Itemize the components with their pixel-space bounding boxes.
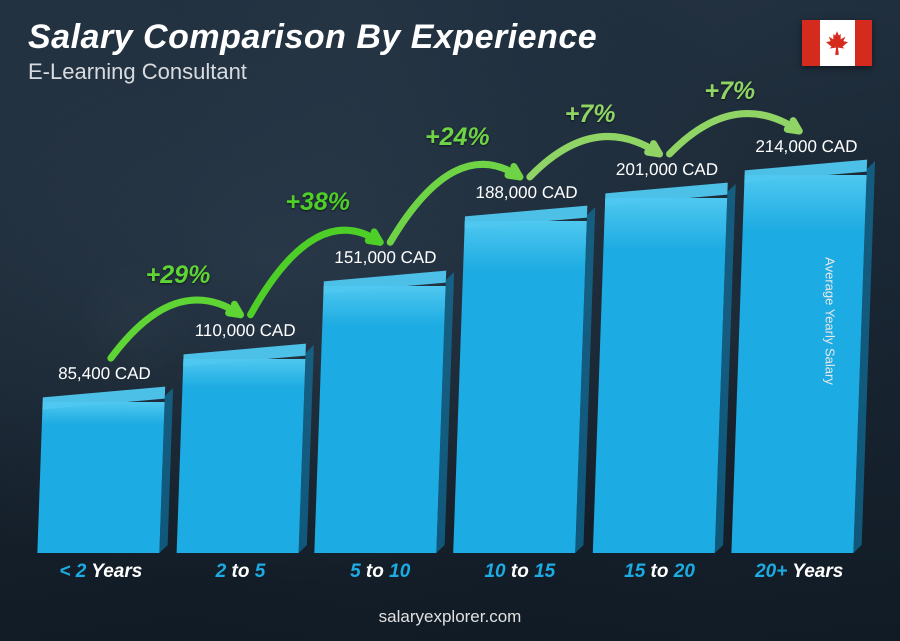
- increment-percent-label: +29%: [146, 261, 211, 290]
- footer-attribution: salaryexplorer.com: [0, 607, 900, 627]
- bars-container: 85,400 CAD110,000 CAD151,000 CAD188,000 …: [40, 103, 860, 553]
- header: Salary Comparison By Experience E-Learni…: [28, 18, 597, 85]
- bar-top-face: [42, 387, 164, 410]
- increment-percent-label: +7%: [704, 77, 755, 106]
- bar-wrap: 151,000 CAD: [319, 286, 441, 553]
- bar-value-label: 188,000 CAD: [475, 183, 578, 203]
- bar-side-face: [575, 207, 595, 553]
- flag-band-left: [802, 20, 820, 66]
- bar-side-face: [159, 388, 173, 553]
- bar-wrap: 201,000 CAD: [599, 198, 721, 553]
- bar-wrap: 214,000 CAD: [738, 175, 860, 553]
- bar-top-face: [465, 206, 587, 229]
- bar-top-face: [605, 183, 727, 206]
- canada-flag-icon: [802, 20, 872, 66]
- bar-top-face: [183, 343, 305, 366]
- bar: 85,400 CAD: [37, 402, 164, 553]
- x-axis-label: 5 to 10: [319, 561, 441, 583]
- bar-side-face: [714, 184, 735, 553]
- bar-top-face: [745, 160, 867, 183]
- increment-percent-label: +38%: [285, 188, 350, 217]
- y-axis-label: Average Yearly Salary: [823, 257, 838, 385]
- bar: 151,000 CAD: [315, 286, 446, 553]
- x-axis-label: 2 to 5: [180, 561, 302, 583]
- bar-top-face: [324, 271, 446, 294]
- bar-value-label: 85,400 CAD: [58, 364, 151, 384]
- bar-value-label: 201,000 CAD: [615, 160, 718, 180]
- bar: 214,000 CAD: [732, 175, 867, 553]
- increment-percent-label: +24%: [425, 123, 490, 152]
- bar-value-label: 151,000 CAD: [334, 248, 437, 268]
- flag-band-right: [855, 20, 873, 66]
- chart-subtitle: E-Learning Consultant: [28, 59, 597, 85]
- bar-wrap: 85,400 CAD: [40, 402, 162, 553]
- increment-percent-label: +7%: [565, 100, 616, 129]
- bar: 188,000 CAD: [453, 221, 586, 553]
- bar: 201,000 CAD: [592, 198, 726, 553]
- bar-side-face: [298, 345, 313, 553]
- chart-title: Salary Comparison By Experience: [28, 18, 597, 57]
- bar-wrap: 188,000 CAD: [459, 221, 581, 553]
- x-labels-container: < 2 Years 2 to 5 5 to 10 10 to 15 15 to 20 20…: [40, 561, 860, 583]
- bar-value-label: 214,000 CAD: [755, 137, 858, 157]
- flag-band-center: [820, 20, 855, 66]
- x-axis-label: 20+ Years: [738, 561, 860, 583]
- x-axis-label: 10 to 15: [459, 561, 581, 583]
- bar: 110,000 CAD: [176, 359, 304, 553]
- bar-side-face: [436, 272, 454, 553]
- x-axis-label: < 2 Years: [40, 561, 162, 583]
- maple-leaf-icon: [826, 31, 848, 55]
- salary-bar-chart: 85,400 CAD110,000 CAD151,000 CAD188,000 …: [40, 103, 860, 583]
- bar-wrap: 110,000 CAD: [180, 359, 302, 553]
- x-axis-label: 15 to 20: [599, 561, 721, 583]
- bar-value-label: 110,000 CAD: [194, 321, 296, 341]
